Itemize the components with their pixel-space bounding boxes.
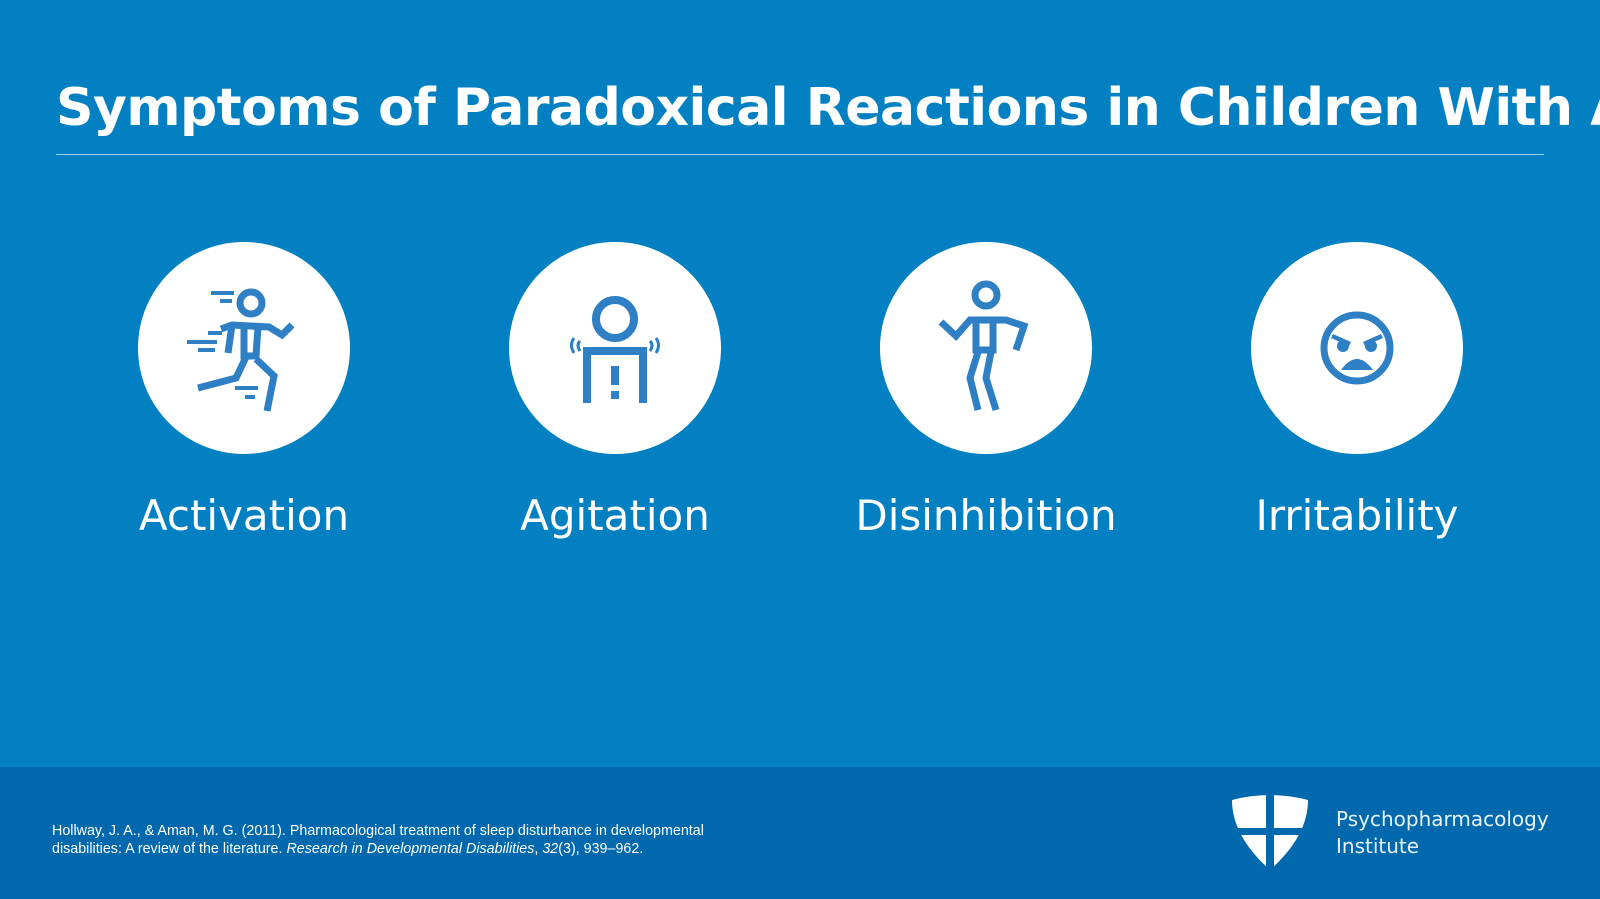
citation-separator: , (534, 841, 543, 857)
citation: Hollway, J. A., & Aman, M. G. (2011). Ph… (52, 822, 812, 858)
citation-line-2: disabilities: A review of the literature… (52, 840, 812, 858)
journal-volume: 32 (542, 841, 559, 857)
icon-circle (880, 242, 1092, 454)
symptom-label: Irritability (1255, 491, 1459, 540)
shield-cross-icon (1232, 794, 1308, 870)
journal-title: Research in Developmental Disabilities (286, 841, 535, 857)
footer-bar (0, 767, 1600, 899)
icon-circle (509, 242, 721, 454)
symptom-label: Disinhibition (855, 491, 1117, 540)
symptom-irritability: Irritability (1207, 242, 1507, 542)
symptom-label: Agitation (520, 491, 710, 540)
slide-title: Symptoms of Paradoxical Reactions in Chi… (56, 78, 1600, 138)
agitated-person-icon (570, 296, 660, 403)
citation-line-1: Hollway, J. A., & Aman, M. G. (2011). Ph… (52, 823, 704, 839)
icon-circle (138, 242, 350, 454)
symptom-agitation: Agitation (465, 242, 765, 542)
icon-circle (1251, 242, 1463, 454)
logo-line-1: Psychopharmacology (1336, 807, 1549, 831)
dancing-person-icon (938, 280, 1029, 412)
symptom-activation: Activation (94, 242, 394, 542)
institute-logo: Psychopharmacology Institute (1230, 794, 1549, 872)
symptom-disinhibition: Disinhibition (836, 242, 1136, 542)
title-divider (56, 154, 1544, 155)
symptom-label: Activation (138, 491, 350, 540)
logo-line-2: Institute (1336, 834, 1420, 858)
citation-text: disabilities: A review of the literature… (52, 841, 287, 857)
logo-text: Psychopharmacology Institute (1336, 806, 1549, 860)
running-person-icon (187, 288, 295, 412)
citation-issue-pages: (3), 939–962. (558, 841, 644, 857)
angry-face-icon (1320, 311, 1394, 385)
